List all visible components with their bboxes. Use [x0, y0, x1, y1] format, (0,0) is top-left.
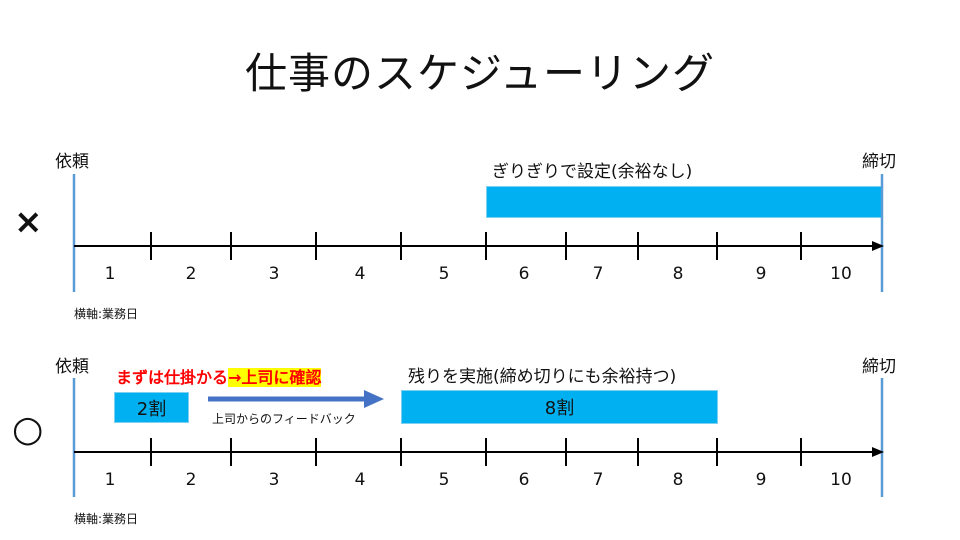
good-tick-label: 9 [755, 470, 767, 490]
good-first-step-caption: まずは仕掛かる→上司に確認 [116, 364, 322, 388]
bad-tick-label: 1 [104, 264, 116, 284]
bad-tick-label: 8 [672, 264, 684, 284]
good-mark-icon: ○ [12, 409, 44, 450]
good-tick-label: 6 [518, 470, 530, 490]
bad-schedule-bar [486, 186, 882, 218]
bad-tick-label: 7 [592, 264, 604, 284]
page-title: 仕事のスケジューリング [244, 49, 716, 98]
good-tick-label: 7 [592, 470, 604, 490]
good-second-bar: 8割 [401, 390, 718, 424]
good-start-label: 依頼 [55, 357, 89, 377]
bad-start-label: 依頼 [55, 152, 89, 172]
good-first-step-highlight: →上司に確認 [228, 368, 322, 387]
good-axis-ticks [150, 438, 802, 466]
good-tick-label: 4 [354, 470, 366, 490]
good-second-bar-caption: 残りを実施(締め切りにも余裕持つ) [408, 367, 677, 387]
good-tick-label: 10 [830, 470, 852, 490]
bad-tick-label: 6 [518, 264, 530, 284]
good-tick-label: 3 [268, 470, 280, 490]
good-tick-label: 2 [185, 470, 197, 490]
bad-tick-label: 2 [185, 264, 197, 284]
bad-tick-label: 9 [755, 264, 767, 284]
bad-bar-caption: ぎりぎりで設定(余裕なし) [492, 162, 693, 182]
feedback-arrow-label: 上司からのフィードバック [212, 412, 356, 426]
good-tick-label: 5 [438, 470, 450, 490]
good-axis-note: 横軸:業務日 [74, 512, 139, 526]
bad-end-label: 締切 [862, 152, 896, 172]
bad-axis-ticks [150, 232, 802, 260]
feedback-arrow-head [364, 390, 384, 408]
good-first-step-red: まずは仕掛かる [116, 368, 229, 387]
good-tick-label: 8 [672, 470, 684, 490]
bad-tick-label: 5 [438, 264, 450, 284]
bad-axis-arrowhead [872, 241, 884, 251]
bad-tick-label: 3 [268, 264, 280, 284]
good-first-bar: 2割 [114, 392, 189, 423]
bad-axis-note: 横軸:業務日 [74, 307, 139, 321]
bad-tick-label: 10 [830, 264, 852, 284]
good-end-label: 締切 [862, 357, 896, 377]
good-tick-label: 1 [104, 470, 116, 490]
good-axis-arrowhead [872, 447, 884, 457]
bad-tick-label: 4 [354, 264, 366, 284]
bad-mark-icon: × [14, 202, 43, 242]
